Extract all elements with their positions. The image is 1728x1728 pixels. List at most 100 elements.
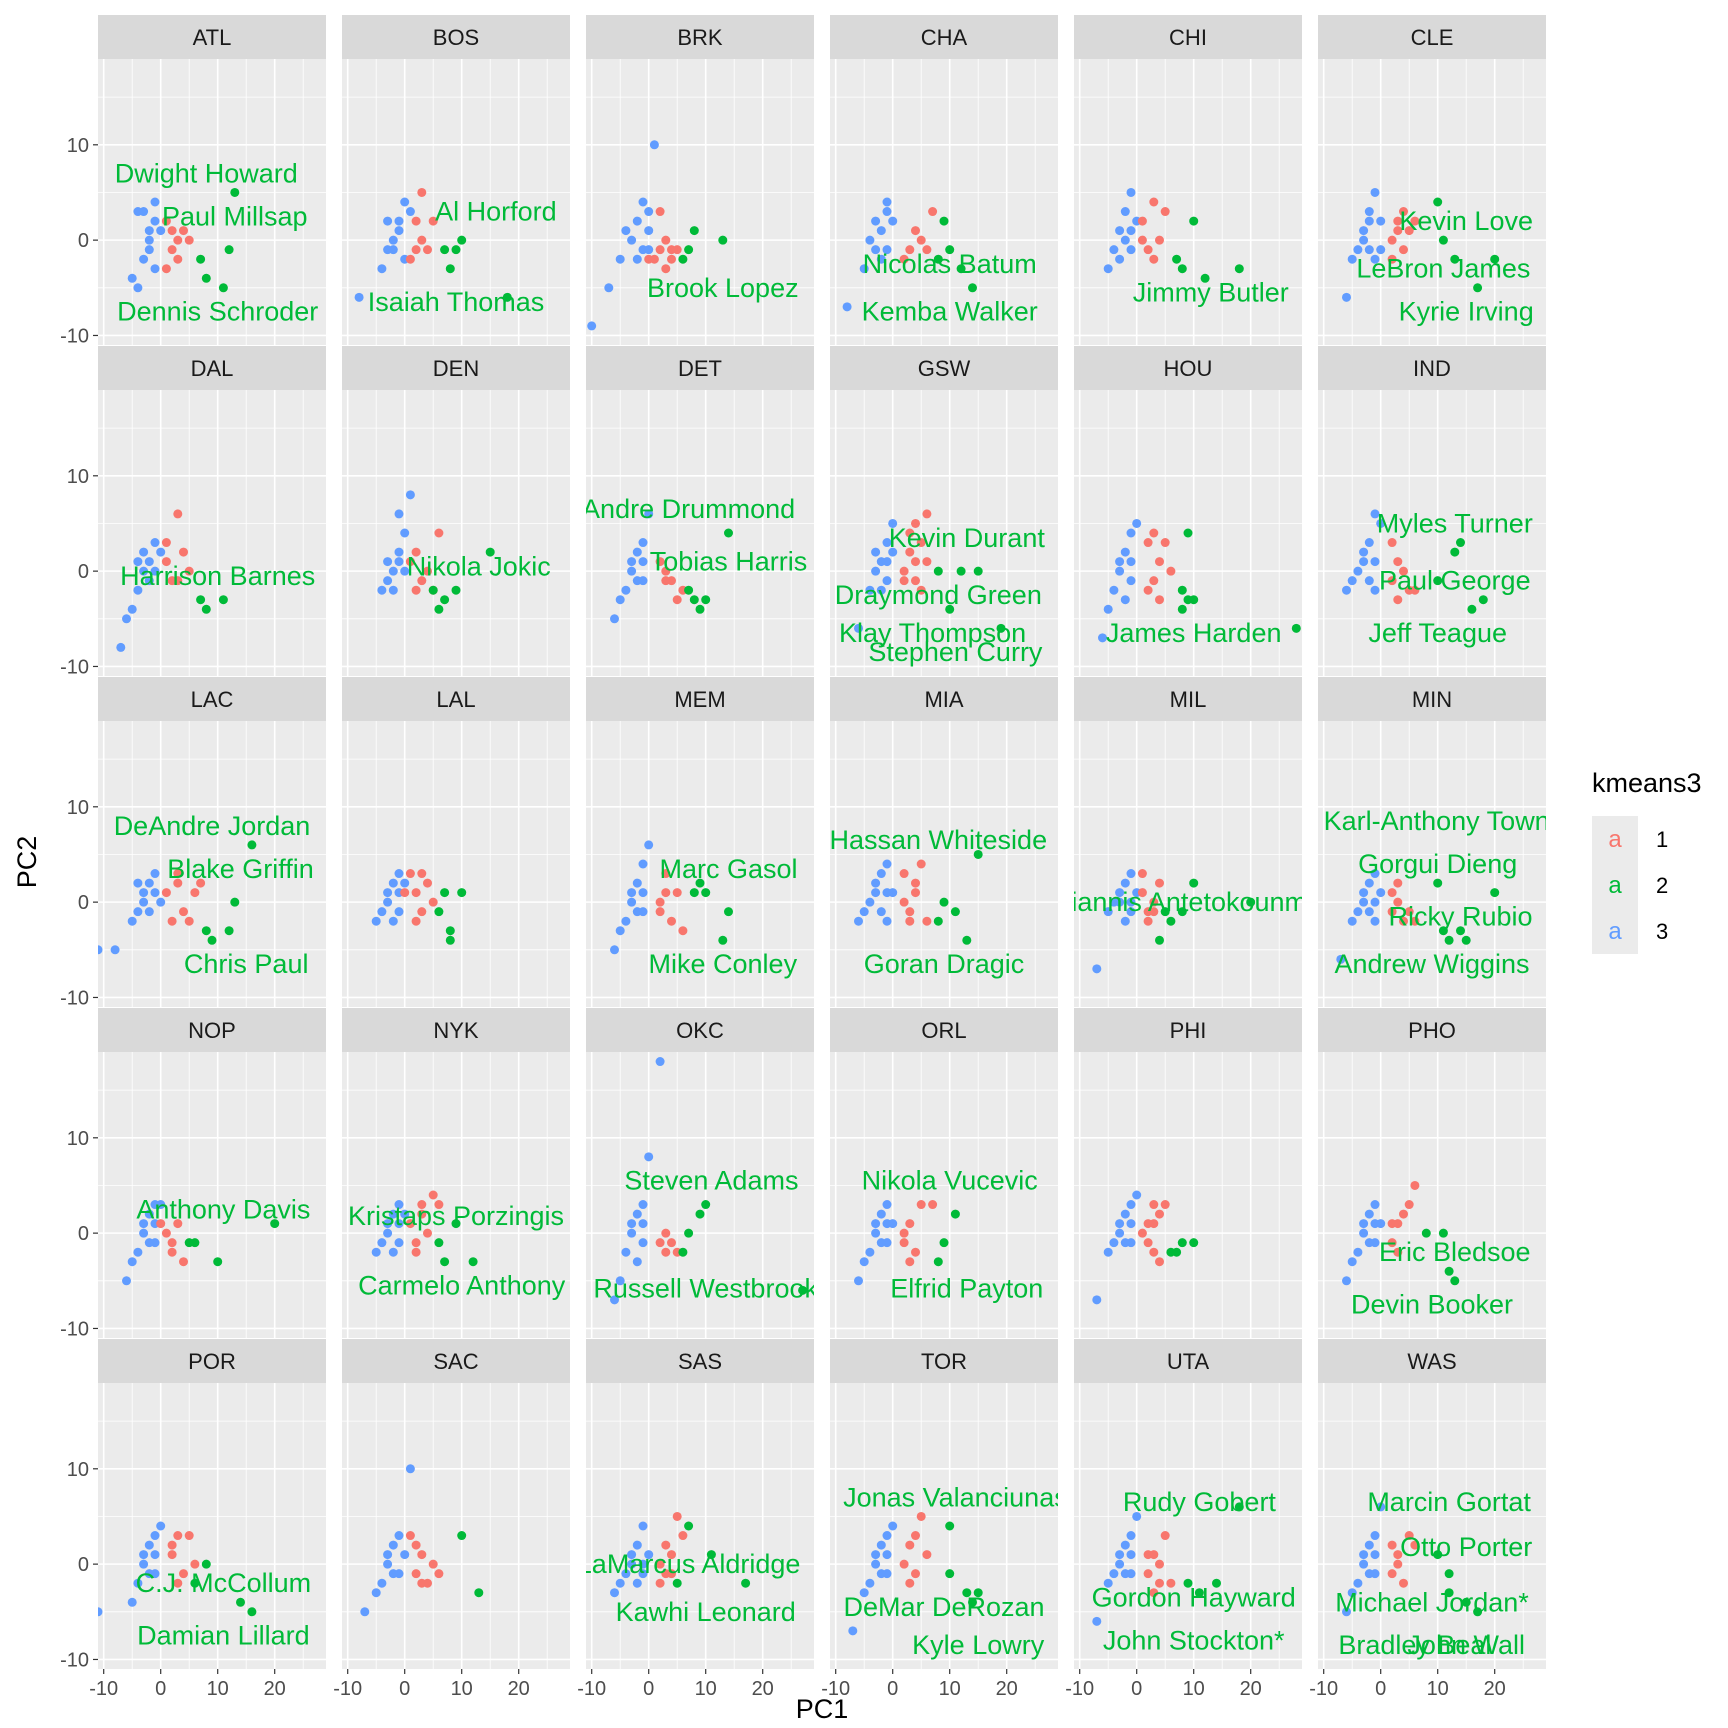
panel-background (1318, 59, 1546, 345)
data-point-cluster-2 (1433, 197, 1443, 207)
data-point-cluster-2 (230, 897, 240, 907)
panel-background (586, 59, 814, 345)
data-point-cluster-1 (179, 907, 188, 917)
facet-panel-TOR: TOR -10 0 10 20 Jonas Valanciunas DeMar DeRoza… (821, 1339, 1068, 1700)
data-point-cluster-3 (98, 1607, 103, 1617)
data-point-cluster-3 (388, 1540, 398, 1550)
facet-strip (342, 346, 570, 390)
data-point-cluster-3 (144, 226, 154, 236)
data-point-cluster-3 (865, 235, 875, 245)
data-point-cluster-2 (945, 1569, 955, 1579)
panel-content: DeAndre Jordan Blake Griffin Chris Paul (98, 811, 314, 979)
data-point-cluster-3 (139, 1550, 149, 1560)
data-point-cluster-3 (1342, 292, 1351, 302)
data-point-cluster-1 (1387, 254, 1397, 264)
data-point-cluster-1 (1387, 888, 1397, 898)
panel-background (1074, 1383, 1302, 1669)
data-point-cluster-3 (865, 1578, 875, 1588)
data-point-cluster-3 (1364, 878, 1374, 888)
data-point-cluster-1 (173, 869, 183, 879)
data-point-cluster-1 (1155, 235, 1164, 245)
data-point-cluster-3 (388, 245, 398, 255)
data-point-cluster-3 (655, 1057, 665, 1067)
x-tick-label: 10 (939, 1678, 961, 1700)
data-point-cluster-2 (1234, 1502, 1244, 1512)
facet-strip (586, 346, 814, 390)
data-point-cluster-1 (1149, 197, 1159, 207)
data-point-cluster-1 (1155, 595, 1164, 605)
data-point-cluster-3 (1092, 1616, 1102, 1626)
data-point-cluster-1 (1143, 538, 1153, 548)
facet-panel-GSW: GSW Kevin Durant Draymond Green Klay Thomps… (830, 346, 1058, 676)
player-label: Jonas Valanciunas (843, 1482, 1068, 1512)
player-label: Gorgui Dieng (1358, 849, 1517, 879)
panel-background (586, 721, 814, 1007)
data-point-cluster-3 (638, 557, 648, 567)
data-point-cluster-3 (882, 576, 892, 586)
data-point-cluster-2 (218, 283, 228, 293)
data-point-cluster-2 (230, 187, 240, 197)
data-point-cluster-3 (1364, 1569, 1374, 1579)
x-tick-label: 10 (451, 1678, 473, 1700)
data-point-cluster-2 (701, 595, 711, 605)
data-point-cluster-3 (383, 1559, 393, 1569)
facet-strip (342, 15, 570, 59)
data-point-cluster-3 (1364, 216, 1374, 226)
y-tick-label: 0 (78, 1554, 89, 1576)
facet-strip (1074, 1008, 1302, 1052)
data-point-cluster-3 (876, 585, 886, 595)
data-point-cluster-2 (945, 1521, 955, 1531)
player-label: Goran Dragic (864, 949, 1025, 979)
data-point-cluster-3 (871, 245, 881, 255)
data-point-cluster-1 (1143, 585, 1153, 595)
x-tick-label: -10 (333, 1678, 362, 1700)
data-point-cluster-3 (144, 557, 154, 567)
player-label: Kristaps Porzingis (348, 1201, 564, 1231)
data-point-cluster-1 (196, 878, 206, 888)
facet-strip (98, 15, 326, 59)
player-label: LaMarcus Aldridge (577, 1549, 801, 1579)
data-point-cluster-3 (876, 1209, 886, 1219)
data-point-cluster-2 (1189, 1238, 1199, 1248)
data-point-cluster-3 (638, 1559, 648, 1569)
data-point-cluster-3 (627, 1228, 637, 1238)
data-point-cluster-3 (1103, 1578, 1113, 1588)
panel-content: Hassan Whiteside Goran Dragic (830, 825, 1047, 979)
data-point-cluster-2 (1177, 907, 1187, 917)
data-point-cluster-3 (882, 916, 892, 926)
data-point-cluster-1 (161, 538, 171, 548)
data-point-cluster-3 (615, 595, 625, 605)
data-point-cluster-1 (922, 557, 932, 567)
facet-panel-WAS: WAS -10 0 10 20 Marcin Gortat Otto Porter Micha… (1309, 1339, 1546, 1700)
player-label: Giannis Antetokounmpo (1050, 887, 1337, 917)
data-point-cluster-3 (848, 1626, 858, 1636)
data-point-cluster-1 (1387, 538, 1397, 548)
player-label: Gordon Hayward (1092, 1583, 1296, 1613)
data-point-cluster-2 (1421, 1228, 1431, 1238)
data-point-cluster-1 (655, 1559, 665, 1569)
x-axis-title: PC1 (796, 1694, 849, 1724)
data-point-cluster-3 (859, 1588, 869, 1598)
data-point-cluster-3 (156, 547, 166, 557)
data-point-cluster-3 (156, 226, 166, 236)
legend-key-glyph: a (1608, 826, 1622, 853)
data-point-cluster-1 (661, 1228, 671, 1238)
data-point-cluster-1 (655, 245, 665, 255)
facet-strip-label: OKC (676, 1018, 724, 1043)
data-point-cluster-1 (911, 888, 920, 898)
data-point-cluster-3 (1342, 1276, 1351, 1286)
data-point-cluster-3 (638, 197, 648, 207)
data-point-cluster-2 (933, 254, 943, 264)
data-point-cluster-2 (224, 245, 234, 255)
player-label: Kyle Lowry (912, 1630, 1045, 1660)
data-point-cluster-3 (388, 235, 398, 245)
data-point-cluster-1 (167, 1550, 177, 1560)
data-point-cluster-3 (383, 1550, 393, 1560)
data-point-cluster-3 (888, 216, 898, 226)
data-point-cluster-2 (1291, 623, 1301, 633)
facet-strip-label: MIL (1170, 687, 1207, 712)
facet-strip (342, 1339, 570, 1383)
data-point-cluster-3 (882, 1200, 892, 1210)
data-point-cluster-2 (1172, 254, 1182, 264)
x-tick-label: 0 (887, 1678, 898, 1700)
